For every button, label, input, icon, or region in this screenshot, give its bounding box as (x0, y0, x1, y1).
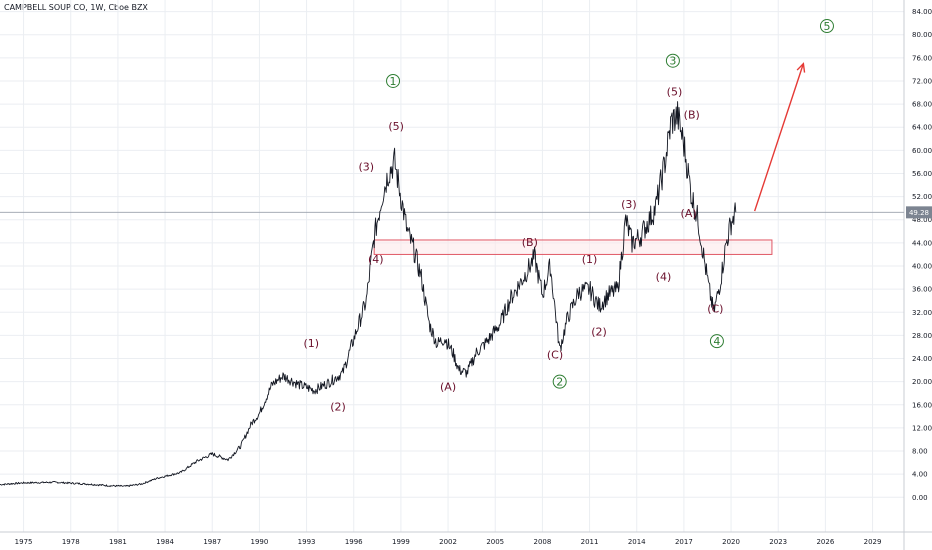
circled-wave-label[interactable]: 4 (713, 335, 720, 348)
y-tick-label: 40.00 (912, 263, 932, 271)
y-tick-label: 32.00 (912, 309, 932, 317)
circled-wave-marker[interactable] (665, 53, 680, 68)
x-tick-label: 2008 (533, 538, 551, 546)
circled-wave-marker[interactable] (819, 19, 834, 34)
wave-label[interactable]: (5) (667, 85, 683, 98)
current-price-tag (906, 206, 932, 219)
circled-wave-marker[interactable] (709, 334, 724, 349)
x-tick-label: 1996 (345, 538, 363, 546)
y-tick-label: 84.00 (912, 8, 932, 16)
wave-label[interactable]: (2) (591, 325, 607, 338)
y-tick-label: 52.00 (912, 193, 932, 201)
x-tick-label: 1999 (392, 538, 410, 546)
x-tick-label: 2029 (864, 538, 882, 546)
y-tick-label: 80.00 (912, 31, 932, 39)
x-tick-label: 2026 (816, 538, 834, 546)
y-tick-label: 12.00 (912, 424, 932, 432)
circled-wave-label[interactable]: 2 (556, 376, 563, 389)
y-tick-label: 60.00 (912, 147, 932, 155)
y-tick-label: 8.00 (912, 448, 928, 456)
x-tick-label: 1993 (298, 538, 316, 546)
y-tick-label: 64.00 (912, 124, 932, 132)
x-tick-label: 2023 (769, 538, 787, 546)
wave-label[interactable]: (1) (303, 337, 319, 350)
wave-label[interactable]: (B) (522, 236, 538, 249)
support-zone-box[interactable] (373, 239, 773, 255)
wave-label[interactable]: (4) (656, 270, 672, 283)
y-tick-label: 0.00 (912, 494, 928, 502)
wave-label[interactable]: (4) (368, 253, 384, 266)
y-tick-label: 56.00 (912, 170, 932, 178)
wave-label[interactable]: (A) (440, 380, 456, 393)
wave-label[interactable]: (5) (388, 120, 404, 133)
circled-wave-label[interactable]: 3 (669, 55, 676, 68)
current-price-text: 49.28 (909, 209, 929, 217)
circled-wave-marker[interactable] (552, 374, 567, 389)
circled-wave-marker[interactable] (386, 73, 401, 88)
wave-label[interactable]: (A) (681, 207, 697, 220)
x-tick-label: 1975 (15, 538, 33, 546)
x-tick-label: 2017 (675, 538, 693, 546)
wave-label[interactable]: (2) (330, 401, 346, 414)
y-tick-label: 48.00 (912, 216, 932, 224)
x-tick-label: 1981 (109, 538, 127, 546)
wave-label[interactable]: (C) (547, 349, 563, 362)
y-tick-label: 20.00 (912, 378, 932, 386)
x-tick-label: 1990 (250, 538, 268, 546)
projection-arrow[interactable] (753, 63, 805, 212)
projection-arrow-head (796, 62, 806, 73)
circled-wave-label[interactable]: 5 (823, 20, 830, 33)
circled-wave-label[interactable]: 1 (390, 75, 397, 88)
x-tick-label: 1978 (62, 538, 80, 546)
y-tick-label: 16.00 (912, 401, 932, 409)
wave-label[interactable]: (3) (621, 198, 637, 211)
y-tick-label: 24.00 (912, 355, 932, 363)
x-tick-label: 2002 (439, 538, 457, 546)
x-tick-label: 2014 (628, 538, 646, 546)
wave-label[interactable]: (C) (707, 302, 723, 315)
x-tick-label: 2020 (722, 538, 740, 546)
y-tick-label: 36.00 (912, 286, 932, 294)
x-tick-label: 2011 (581, 538, 599, 546)
y-tick-label: 76.00 (912, 54, 932, 62)
wave-label[interactable]: (3) (359, 161, 375, 174)
wave-label[interactable]: (B) (684, 109, 700, 122)
price-line[interactable] (0, 101, 737, 488)
x-tick-label: 2005 (486, 538, 504, 546)
x-tick-label: 1984 (156, 538, 174, 546)
chart-title: CAMPBELL SOUP CO, 1W, Cboe BZX (4, 3, 148, 12)
y-tick-label: 4.00 (912, 471, 928, 479)
wave-label[interactable]: (1) (582, 253, 598, 266)
y-tick-label: 28.00 (912, 332, 932, 340)
y-tick-label: 44.00 (912, 239, 932, 247)
x-tick-label: 1987 (203, 538, 221, 546)
y-tick-label: 72.00 (912, 77, 932, 85)
y-tick-label: 68.00 (912, 101, 932, 109)
